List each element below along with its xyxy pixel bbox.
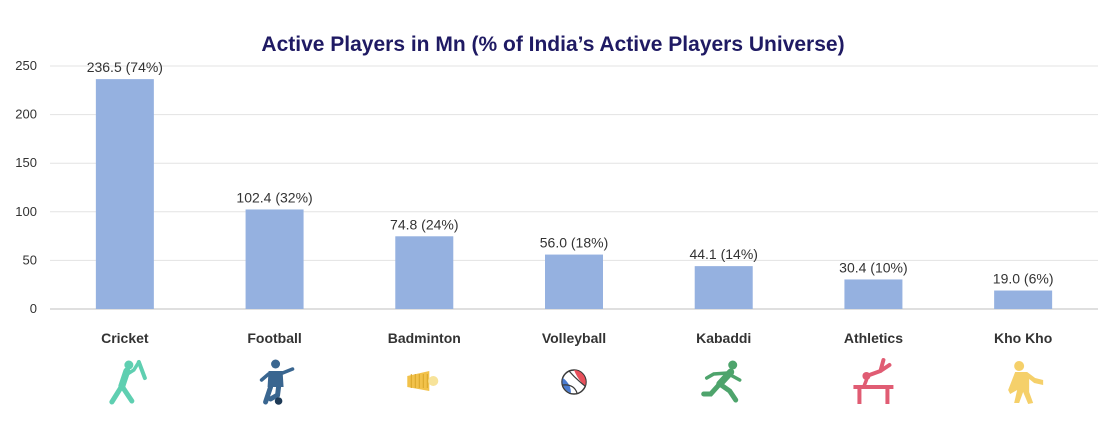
- y-tick-label: 100: [15, 204, 37, 219]
- volleyball-icon: [561, 369, 587, 395]
- category-label: Cricket: [101, 330, 149, 346]
- category-label: Football: [247, 330, 301, 346]
- y-tick-label: 150: [15, 155, 37, 170]
- data-label: 56.0 (18%): [540, 235, 608, 251]
- y-tick-label: 0: [30, 301, 37, 316]
- bar: [994, 290, 1053, 309]
- category-label: Athletics: [844, 330, 903, 346]
- data-labels: 236.5 (74%) 102.4 (32%) 74.8 (24%) 56.0 (18…: [87, 59, 1054, 286]
- data-label: 44.1 (14%): [689, 246, 757, 262]
- shuttlecock-icon: [407, 371, 439, 391]
- y-axis-ticks: 0 50 100 150 200 250: [15, 58, 37, 316]
- kabaddi-player-icon: [701, 360, 742, 403]
- category-label: Badminton: [388, 330, 461, 346]
- gridlines: [50, 65, 1098, 310]
- bar: [245, 209, 304, 309]
- sport-icons: [109, 358, 1044, 405]
- category-label: Kho Kho: [994, 330, 1052, 346]
- bar: [95, 79, 154, 309]
- y-tick-label: 50: [23, 252, 37, 267]
- bar: [844, 279, 903, 309]
- football-player-icon: [259, 359, 295, 405]
- y-tick-label: 200: [15, 107, 37, 122]
- bar: [545, 254, 603, 309]
- bars: [95, 79, 1053, 309]
- data-label: 74.8 (24%): [390, 216, 458, 232]
- category-labels: Cricket Football Badminton Volleyball Kabadd…: [101, 330, 1052, 346]
- data-label: 30.4 (10%): [839, 259, 907, 275]
- bar: [694, 266, 753, 309]
- cricket-player-icon: [109, 360, 147, 405]
- chart-title: Active Players in Mn (% of India’s Activ…: [261, 33, 844, 56]
- data-label: 236.5 (74%): [87, 59, 163, 75]
- data-label: 102.4 (32%): [236, 189, 312, 205]
- kho-kho-player-icon: [1008, 361, 1044, 404]
- category-label: Kabaddi: [696, 330, 751, 346]
- y-tick-label: 250: [15, 58, 37, 73]
- bar: [395, 236, 454, 309]
- data-label: 19.0 (6%): [993, 271, 1054, 287]
- category-label: Volleyball: [542, 330, 606, 346]
- gymnast-icon: [853, 358, 894, 404]
